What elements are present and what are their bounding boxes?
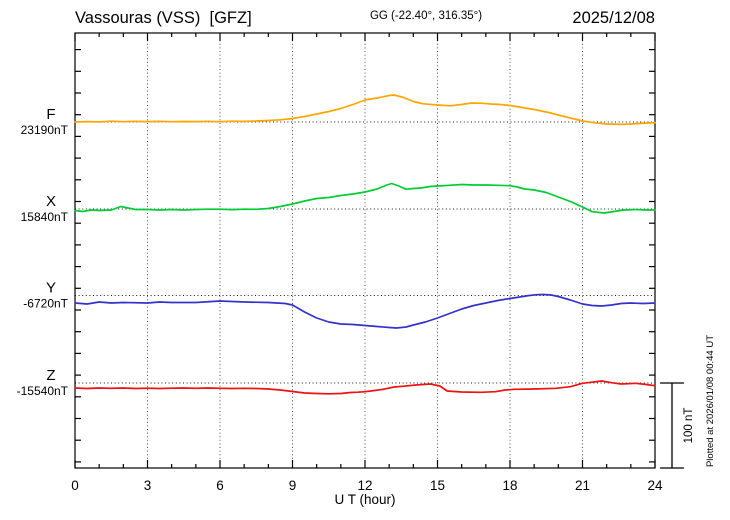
scale-bar: 100 nT bbox=[660, 382, 695, 469]
series-letter-Y: Y bbox=[46, 280, 56, 297]
label-layer: 0 3 6 9 12 15 18 21 24 bbox=[71, 478, 663, 493]
x-tick-label-6: 6 bbox=[216, 478, 224, 493]
x-tick-label-12: 12 bbox=[357, 478, 372, 493]
x-tick-label-3: 3 bbox=[144, 478, 152, 493]
x-tick-label-24: 24 bbox=[647, 478, 663, 493]
trace-F bbox=[74, 94, 656, 126]
series-letter-F: F bbox=[46, 106, 55, 123]
series-value-F: 23190nT bbox=[21, 123, 69, 137]
trace-Z bbox=[74, 380, 656, 395]
tick-layer bbox=[74, 33, 656, 468]
plotted-note: Plotted at 2026/01/08 00:44 UT bbox=[705, 335, 716, 467]
x-tick-label-15: 15 bbox=[430, 478, 445, 493]
x-tick-label-21: 21 bbox=[575, 478, 590, 493]
grid-layer bbox=[75, 33, 655, 468]
x-tick-label-18: 18 bbox=[502, 478, 517, 493]
x-tick-label-0: 0 bbox=[71, 478, 79, 493]
series-value-X: 15840nT bbox=[21, 210, 69, 224]
ut-axis-label: U T (hour) bbox=[334, 492, 395, 507]
scale-bar-label: 100 nT bbox=[683, 408, 695, 444]
series-letter-Z: Z bbox=[46, 367, 55, 384]
trace-layer bbox=[74, 94, 656, 395]
series-value-Y: -6720nT bbox=[23, 297, 68, 311]
station-title: Vassouras (VSS) [GFZ] bbox=[75, 9, 252, 27]
series-letter-X: X bbox=[46, 193, 56, 210]
trace-Y bbox=[74, 293, 656, 329]
series-value-Z: -15540nT bbox=[17, 384, 69, 398]
date-label: 2025/12/08 bbox=[572, 9, 655, 27]
coords-label: GG (-22.40°, 316.35°) bbox=[370, 10, 482, 22]
trace-X bbox=[74, 182, 656, 214]
x-tick-label-9: 9 bbox=[289, 478, 297, 493]
